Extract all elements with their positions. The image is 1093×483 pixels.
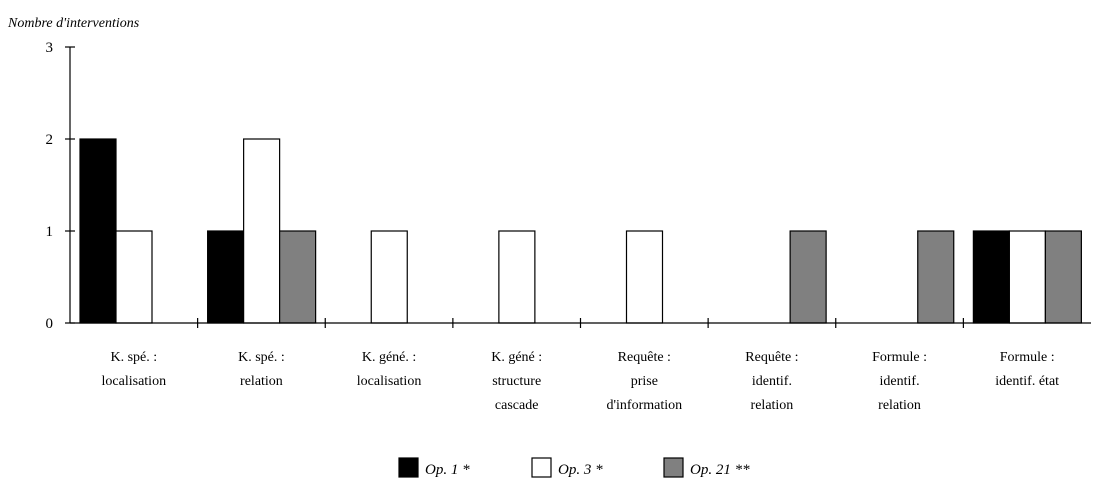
category-label-2-line-1: K. spé. : — [238, 350, 285, 365]
legend-label-1: Op. 1 * — [425, 462, 470, 478]
bar-1-8 — [972, 230, 1010, 324]
category-label-7-line-2: identif. — [880, 374, 920, 389]
category-label-7-line-3: relation — [878, 398, 921, 413]
y-tick-label-3: 3 — [46, 40, 54, 56]
bar-2-4 — [498, 230, 536, 324]
bar-2-5 — [625, 230, 664, 324]
legend-swatch-1 — [398, 457, 419, 478]
category-label-5-line-2: prise — [631, 374, 658, 389]
category-label-6-line-2: identif. — [752, 374, 792, 389]
category-label-4-line-1: K. géné : — [491, 350, 542, 365]
category-label-5-line-1: Requête : — [618, 350, 671, 365]
bar-1-1 — [79, 138, 117, 324]
legend-swatch-3 — [663, 457, 684, 478]
category-label-3-line-2: localisation — [357, 374, 422, 389]
legend-item-2: Op. 3 * — [531, 457, 603, 478]
legend-item-3: Op. 21 ** — [663, 457, 750, 478]
category-labels-layer: K. spé. : localisation K. spé. : relation K.… — [102, 350, 1060, 413]
legend-label-2: Op. 3 * — [558, 462, 603, 478]
bar-2-8 — [1008, 230, 1046, 324]
category-label-6-line-1: Requête : — [745, 350, 798, 365]
category-label-3-line-1: K. géné. : — [362, 350, 416, 365]
bar-3-7 — [917, 230, 955, 324]
bar-2-3 — [370, 230, 408, 324]
y-tick-label-1: 1 — [46, 224, 54, 240]
category-label-4-line-2: structure — [492, 374, 541, 389]
y-axis-label: Nombre d'interventions — [7, 16, 140, 31]
category-label-7-line-1: Formule : — [872, 350, 927, 365]
y-tick-label-0: 0 — [46, 316, 54, 332]
bar-3-2 — [279, 230, 317, 324]
bar-2-2 — [243, 138, 281, 324]
category-label-5-line-3: d'information — [607, 398, 683, 413]
legend-swatch-2 — [531, 457, 552, 478]
bar-1-2 — [207, 230, 245, 324]
category-label-1-line-1: K. spé. : — [110, 350, 157, 365]
category-label-8-line-1: Formule : — [1000, 350, 1055, 365]
bars-layer — [79, 138, 1082, 324]
y-ticks-layer: 0 1 2 3 — [46, 40, 75, 332]
bar-3-8 — [1044, 230, 1082, 324]
category-label-8-line-2: identif. état — [995, 374, 1059, 389]
y-tick-label-2: 2 — [46, 132, 54, 148]
bar-3-6 — [789, 230, 827, 324]
category-label-4-line-3: cascade — [495, 398, 539, 413]
axes-layer — [69, 47, 1091, 328]
legend: Op. 1 * Op. 3 * Op. 21 ** — [398, 457, 750, 478]
legend-item-1: Op. 1 * — [398, 457, 470, 478]
bar-2-1 — [115, 230, 153, 324]
legend-label-3: Op. 21 ** — [690, 462, 750, 478]
category-label-6-line-3: relation — [751, 398, 794, 413]
category-label-1-line-2: localisation — [102, 374, 167, 389]
category-label-2-line-2: relation — [240, 374, 283, 389]
